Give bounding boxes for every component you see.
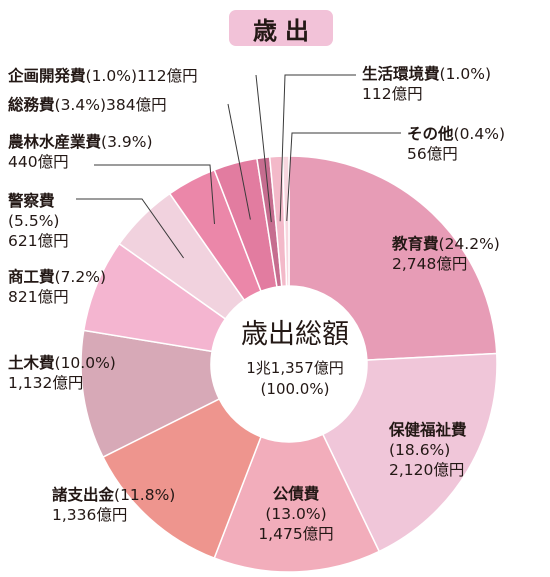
slice-education — [288, 155, 498, 361]
leader-line-general-affairs — [227, 103, 251, 220]
leader-line-police — [76, 198, 184, 259]
slice-label-commerce: 商工費(7.2%) 821億円 — [8, 268, 106, 306]
slice-misc-expenses — [101, 397, 262, 560]
slice-label-living-environment: 生活環境費(1.0%) 112億円 — [362, 65, 491, 103]
center-total-values: 1兆1,357億円 (100.0%) — [205, 358, 385, 400]
slice-label-other: その他(0.4%) 56億円 — [407, 125, 505, 163]
slice-label-general-affairs: 総務費(3.4%)384億円 — [8, 96, 167, 114]
slice-label-agriculture: 農林水産業費(3.9%) 440億円 — [8, 133, 153, 171]
leader-line-agriculture — [94, 164, 215, 225]
leader-line-other — [286, 132, 401, 222]
slice-label-public-debt: 公債費 (13.0%) 1,475億円 — [258, 485, 334, 543]
slice-public-debt — [213, 433, 381, 573]
leader-line-living-environment — [279, 74, 356, 222]
center-total-percent: (100.0%) — [260, 380, 330, 398]
center-total-amount: 1兆1,357億円 — [246, 359, 344, 377]
chart-title: 歳出 — [229, 10, 333, 46]
slice-other — [281, 155, 290, 287]
slice-label-health-welfare: 保健福祉費 (18.6%) 2,120億円 — [389, 421, 467, 479]
slice-label-planning-development: 企画開発費(1.0%)112億円 — [8, 67, 198, 85]
leader-line-planning-development — [255, 74, 272, 223]
center-total-label: 歳出総額 — [241, 319, 349, 350]
slice-label-civil-engineering: 土木費(10.0%) 1,132億円 — [8, 354, 116, 392]
slice-label-education: 教育費(24.2%) 2,748億円 — [392, 235, 500, 273]
slice-health-welfare — [321, 352, 498, 553]
slice-label-misc-expenses: 諸支出金(11.8%) 1,336億円 — [52, 486, 176, 524]
slice-label-police: 警察費 (5.5%) 621億円 — [8, 192, 69, 250]
